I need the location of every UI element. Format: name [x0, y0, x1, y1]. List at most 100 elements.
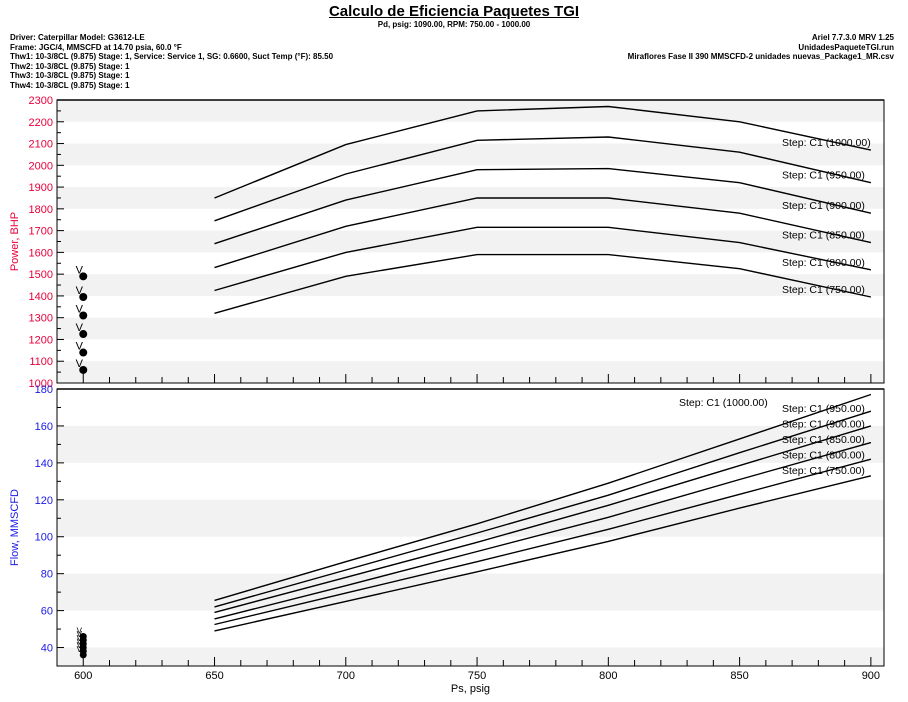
series-line — [214, 475, 872, 632]
header-run-file: UnidadesPaqueteTGI.run — [798, 42, 894, 52]
flow-panel: 40 60 80 100 120 140 160 180 600 650 700 750 800 850 9… — [9, 384, 885, 695]
operating-point-marker-label: V — [77, 645, 83, 654]
y-tick-label: 140 — [35, 458, 53, 470]
series-line — [214, 393, 872, 602]
operating-point-marker — [79, 365, 88, 374]
series-line — [214, 253, 872, 314]
y-tick-label: 2000 — [29, 160, 53, 172]
header-version: Ariel 7.7.3.0 MRV 1.25 — [811, 33, 894, 42]
operating-point-marker — [79, 348, 88, 357]
y-axis-label: Power, BHP — [9, 212, 21, 271]
x-tick-label: 650 — [205, 670, 223, 682]
y-tick-label: 2100 — [29, 139, 53, 151]
series-line — [214, 105, 872, 199]
series-label: Step: C1 (800.00) — [782, 257, 865, 269]
series-line — [214, 136, 872, 222]
series-label: Step: C1 (750.00) — [782, 284, 865, 296]
series-label: Step: C1 (850.00) — [782, 434, 865, 446]
series-label: Step: C1 (750.00) — [782, 465, 865, 477]
operating-point-marker-label: V — [77, 630, 83, 639]
operating-point-marker — [79, 651, 87, 659]
series-line — [214, 197, 872, 269]
x-tick-label: 750 — [468, 670, 486, 682]
operating-point-marker — [79, 272, 88, 281]
y-tick-label: 1400 — [29, 291, 53, 303]
operating-point-marker-label: V — [76, 341, 84, 353]
x-axis-label: Ps, psig — [451, 683, 490, 695]
x-tick-label: 850 — [730, 670, 748, 682]
operating-point-marker-label: V — [77, 634, 83, 643]
series-label: Step: C1 (950.00) — [782, 170, 865, 182]
y-tick-label: 1800 — [29, 204, 53, 216]
y-tick-label: 2200 — [29, 117, 53, 129]
grid-band — [57, 317, 884, 340]
series-label: Step: C1 (900.00) — [782, 200, 865, 212]
series-line — [214, 167, 872, 245]
y-tick-label: 120 — [35, 495, 53, 507]
operating-point-marker-label: V — [77, 626, 83, 635]
operating-point-marker — [79, 311, 88, 320]
y-tick-label: 80 — [41, 569, 53, 581]
grid-band — [57, 425, 884, 463]
operating-point-marker-label: V — [76, 285, 84, 297]
grid-band — [57, 361, 884, 383]
y-tick-label: 2300 — [29, 95, 53, 107]
series-label: Step: C1 (800.00) — [782, 450, 865, 462]
grid-band — [57, 230, 884, 253]
y-tick-label: 1000 — [29, 378, 53, 390]
series-label: Step: C1 (1000.00) — [679, 397, 768, 409]
operating-point-marker-label: V — [77, 641, 83, 650]
series-line — [214, 441, 872, 620]
y-axis-label: Flow, MMSCFD — [9, 489, 21, 566]
series-line — [214, 425, 872, 614]
operating-point-marker-label: V — [76, 264, 84, 276]
header-info-left: Driver: Caterpillar Model: G3612-LE Fram… — [10, 33, 333, 91]
y-tick-label: 1300 — [29, 313, 53, 325]
operating-point-marker-label: V — [77, 638, 83, 647]
grid-band — [57, 100, 884, 122]
chart-subtitle: Pd, psig: 1090.00, RPM: 750.00 - 1000.00 — [377, 20, 531, 29]
y-tick-label: 60 — [41, 606, 53, 618]
series-label: Step: C1 (1000.00) — [782, 137, 871, 149]
series-line — [214, 458, 872, 626]
header-csv-file: Miraflores Fase II 390 MMSCFD-2 unidades… — [627, 52, 894, 62]
y-tick-label: 1500 — [29, 269, 53, 281]
operating-point-marker — [79, 330, 88, 339]
series-line — [214, 226, 872, 292]
grid-band — [57, 274, 884, 296]
series-line — [214, 410, 872, 608]
power-panel: 1000 1100 1200 1300 1400 1500 1600 1700 1800 1900… — [9, 95, 885, 390]
grid-band — [57, 143, 884, 166]
operating-point-marker-label: V — [76, 322, 84, 334]
header-thw3-line: Thw3: 10-3/8CL (9.875) Stage: 1 — [10, 71, 130, 81]
series-label: Step: C1 (950.00) — [782, 403, 865, 415]
y-tick-label: 160 — [35, 421, 53, 433]
y-tick-label: 1600 — [29, 247, 53, 259]
chart-title: Calculo de Eficiencia Paquetes TGI — [328, 3, 580, 20]
y-tick-label: 180 — [35, 384, 53, 396]
y-tick-label: 1700 — [29, 226, 53, 238]
header-thw4-line: Thw4: 10-3/8CL (9.875) Stage: 1 — [10, 80, 130, 90]
header-thw1-line: Thw1: 10-3/8CL (9.875) Stage: 1, Service… — [10, 52, 334, 62]
header-frame-line: Frame: JGC/4, MMSCFD at 14.70 psia, 60.0… — [10, 42, 182, 52]
x-tick-label: 700 — [337, 670, 355, 682]
grid-band — [57, 187, 884, 209]
y-tick-label: 1100 — [29, 356, 53, 368]
x-tick-label: 600 — [74, 670, 92, 682]
y-tick-label: 100 — [35, 532, 53, 544]
header-info-right: Ariel 7.7.3.0 MRV 1.25 UnidadesPaqueteTG… — [628, 33, 894, 62]
header-driver-line: Driver: Caterpillar Model: G3612-LE — [10, 33, 145, 42]
grid-band — [57, 647, 884, 666]
y-tick-label: 1900 — [29, 182, 53, 194]
y-tick-label: 1200 — [29, 334, 53, 346]
series-label: Step: C1 (850.00) — [782, 230, 865, 242]
x-tick-label: 900 — [862, 670, 880, 682]
operating-point-marker — [79, 293, 88, 302]
y-tick-label: 40 — [41, 643, 53, 655]
operating-point-marker-label: V — [76, 304, 84, 316]
grid-band — [57, 499, 884, 537]
grid-band — [57, 573, 884, 611]
x-tick-label: 800 — [599, 670, 617, 682]
series-label: Step: C1 (900.00) — [782, 419, 865, 431]
